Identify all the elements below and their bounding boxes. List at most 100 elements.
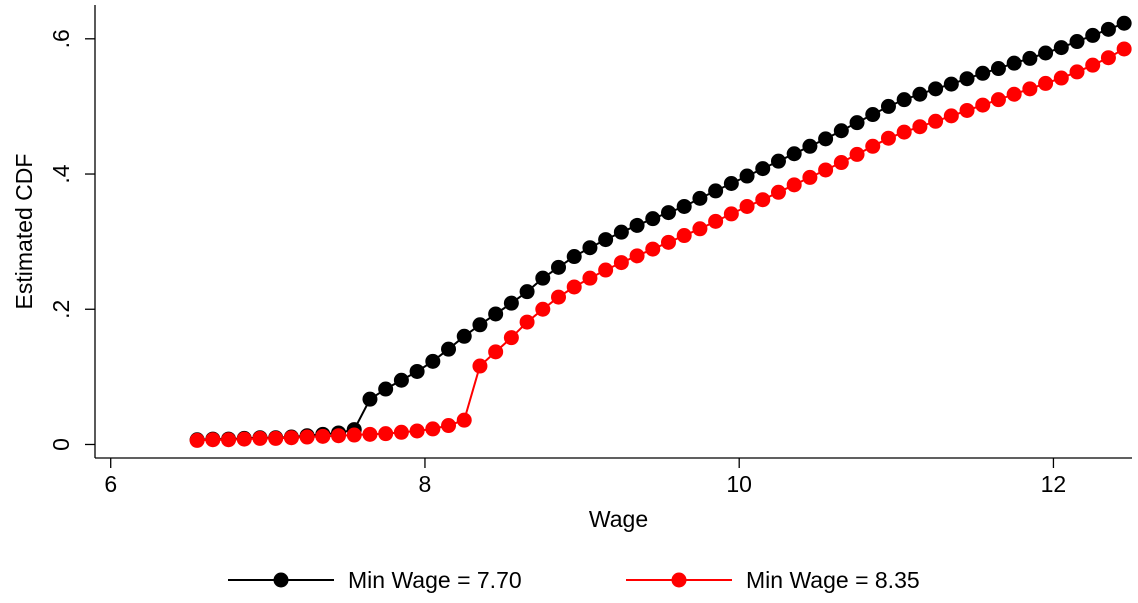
data-point — [236, 431, 252, 447]
y-tick-label: 0 — [48, 438, 74, 451]
y-tick-label: .4 — [48, 164, 74, 183]
data-point — [975, 65, 991, 81]
x-tick-label: 10 — [726, 471, 752, 497]
data-point — [393, 372, 409, 388]
x-tick-label: 6 — [104, 471, 117, 497]
data-point — [393, 424, 409, 440]
data-point — [566, 279, 582, 295]
data-point — [865, 107, 881, 123]
data-point — [676, 198, 692, 214]
data-point — [1022, 50, 1038, 66]
data-point — [582, 240, 598, 256]
data-point — [535, 270, 551, 286]
data-point — [896, 124, 912, 140]
data-point — [409, 423, 425, 439]
data-point — [252, 430, 268, 446]
data-point — [818, 162, 834, 178]
data-point — [503, 330, 519, 346]
data-point — [503, 295, 519, 311]
data-point — [519, 284, 535, 300]
data-point — [1038, 45, 1054, 61]
data-point — [613, 255, 629, 271]
legend-label: Min Wage = 8.35 — [746, 567, 920, 593]
data-point — [755, 161, 771, 177]
data-point — [943, 76, 959, 92]
data-point — [189, 432, 205, 448]
y-tick-label: .2 — [48, 300, 74, 319]
data-point — [865, 138, 881, 154]
data-point — [692, 221, 708, 237]
data-point — [378, 381, 394, 397]
data-point — [268, 430, 284, 446]
data-point — [1069, 64, 1085, 80]
data-point — [378, 426, 394, 442]
data-point — [205, 432, 221, 448]
series-1 — [189, 15, 1132, 448]
data-point — [833, 123, 849, 139]
data-point — [1116, 15, 1132, 31]
data-point — [645, 211, 661, 227]
data-point — [362, 426, 378, 442]
data-point — [660, 205, 676, 221]
plot-area — [189, 15, 1132, 448]
series-2 — [189, 41, 1132, 448]
data-point — [818, 131, 834, 147]
data-point — [755, 192, 771, 208]
data-point — [802, 169, 818, 185]
data-point — [409, 363, 425, 379]
y-tick-label: .6 — [48, 29, 74, 48]
data-point — [912, 119, 928, 135]
data-point — [928, 81, 944, 97]
data-point — [1038, 75, 1054, 91]
data-point — [1022, 81, 1038, 97]
data-point — [708, 213, 724, 229]
data-point — [598, 262, 614, 278]
data-point — [456, 412, 472, 428]
data-point — [315, 428, 331, 444]
data-point — [535, 301, 551, 317]
data-point — [849, 146, 865, 162]
data-point — [990, 61, 1006, 77]
data-point — [912, 86, 928, 102]
data-point — [346, 427, 362, 443]
data-point — [880, 130, 896, 146]
data-point — [299, 429, 315, 445]
data-point — [1053, 70, 1069, 86]
data-point — [1100, 50, 1116, 66]
data-point — [1053, 40, 1069, 56]
data-point — [362, 391, 378, 407]
data-point — [975, 97, 991, 113]
data-point — [723, 206, 739, 222]
data-point — [833, 155, 849, 171]
series-line — [197, 22, 1125, 441]
legend-marker — [273, 572, 289, 588]
data-point — [1006, 55, 1022, 71]
data-point — [849, 115, 865, 131]
data-point — [959, 102, 975, 118]
data-point — [582, 270, 598, 286]
data-point — [770, 184, 786, 200]
data-point — [488, 344, 504, 360]
data-point — [786, 177, 802, 193]
data-point — [551, 259, 567, 275]
data-point — [566, 249, 582, 265]
x-tick-label: 8 — [419, 471, 432, 497]
data-point — [613, 224, 629, 240]
data-point — [551, 289, 567, 305]
data-point — [1085, 57, 1101, 73]
data-point — [598, 232, 614, 248]
x-axis-title: Wage — [589, 506, 648, 532]
data-point — [1085, 27, 1101, 43]
x-tick-label: 12 — [1041, 471, 1067, 497]
data-point — [676, 228, 692, 244]
legend-label: Min Wage = 7.70 — [348, 567, 522, 593]
data-point — [896, 92, 912, 108]
data-point — [708, 183, 724, 199]
data-point — [1100, 21, 1116, 37]
data-point — [645, 241, 661, 257]
legend: Min Wage = 7.70 Min Wage = 8.35 — [228, 567, 920, 593]
data-point — [283, 430, 299, 446]
data-point — [990, 92, 1006, 108]
data-point — [331, 428, 347, 444]
data-point — [786, 146, 802, 162]
